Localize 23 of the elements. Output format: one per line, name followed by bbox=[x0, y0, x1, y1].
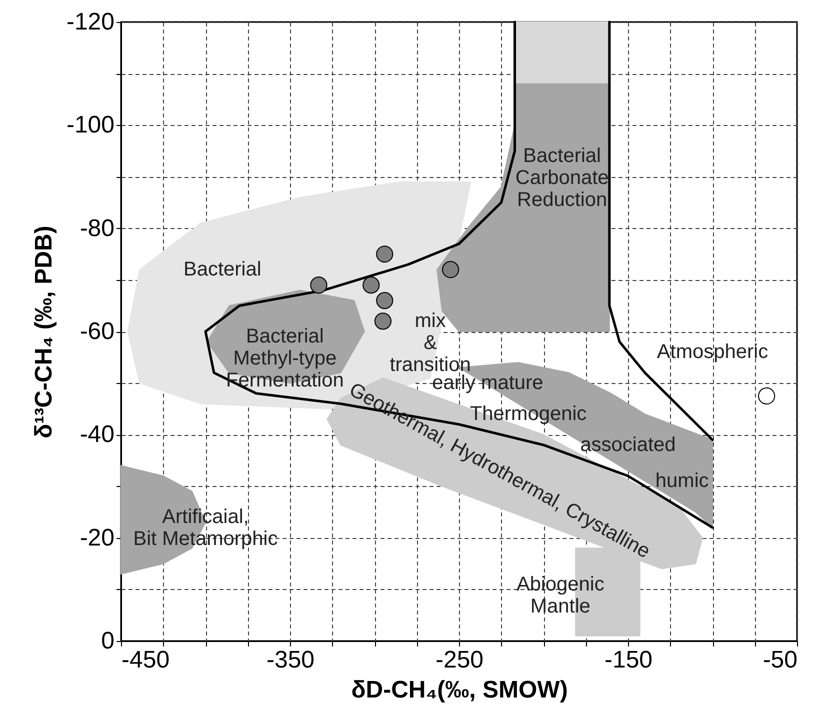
annotation: associated bbox=[580, 434, 676, 456]
annotation: Artificaial, Bit Metamorphic bbox=[133, 506, 278, 550]
x-tick-label: -150 bbox=[604, 646, 653, 674]
y-tick-label: -80 bbox=[80, 214, 114, 242]
y-tick-label: 0 bbox=[101, 628, 114, 654]
annotation: Atmospheric bbox=[656, 341, 768, 364]
x-tick-label: -250 bbox=[435, 646, 484, 674]
x-tick-label: -50 bbox=[762, 646, 798, 674]
y-tick-label: -20 bbox=[80, 524, 114, 552]
annotation: Abiogenic Mantle bbox=[516, 573, 604, 618]
y-axis-title: δ¹³C-CH₄ (‰, PDB) bbox=[30, 226, 58, 438]
x-tick-label: -350 bbox=[266, 646, 315, 674]
annotation: humic bbox=[655, 470, 709, 492]
y-tick-label: -40 bbox=[80, 421, 114, 448]
annotation: Thermogenic bbox=[470, 403, 587, 426]
annotation: Bacterial Carbonate Reduction bbox=[515, 145, 609, 212]
annotation: Bacterial Methyl-type Fermentation bbox=[226, 326, 344, 392]
x-axis-title: δD-CH₄(‰, SMOW) bbox=[351, 676, 568, 704]
annotation: Bacterial bbox=[183, 258, 262, 281]
y-tick-label: -120 bbox=[66, 8, 114, 36]
y-tick-label: -60 bbox=[80, 318, 114, 345]
y-tick-label: -100 bbox=[66, 112, 114, 139]
x-tick-label: -450 bbox=[122, 646, 170, 674]
